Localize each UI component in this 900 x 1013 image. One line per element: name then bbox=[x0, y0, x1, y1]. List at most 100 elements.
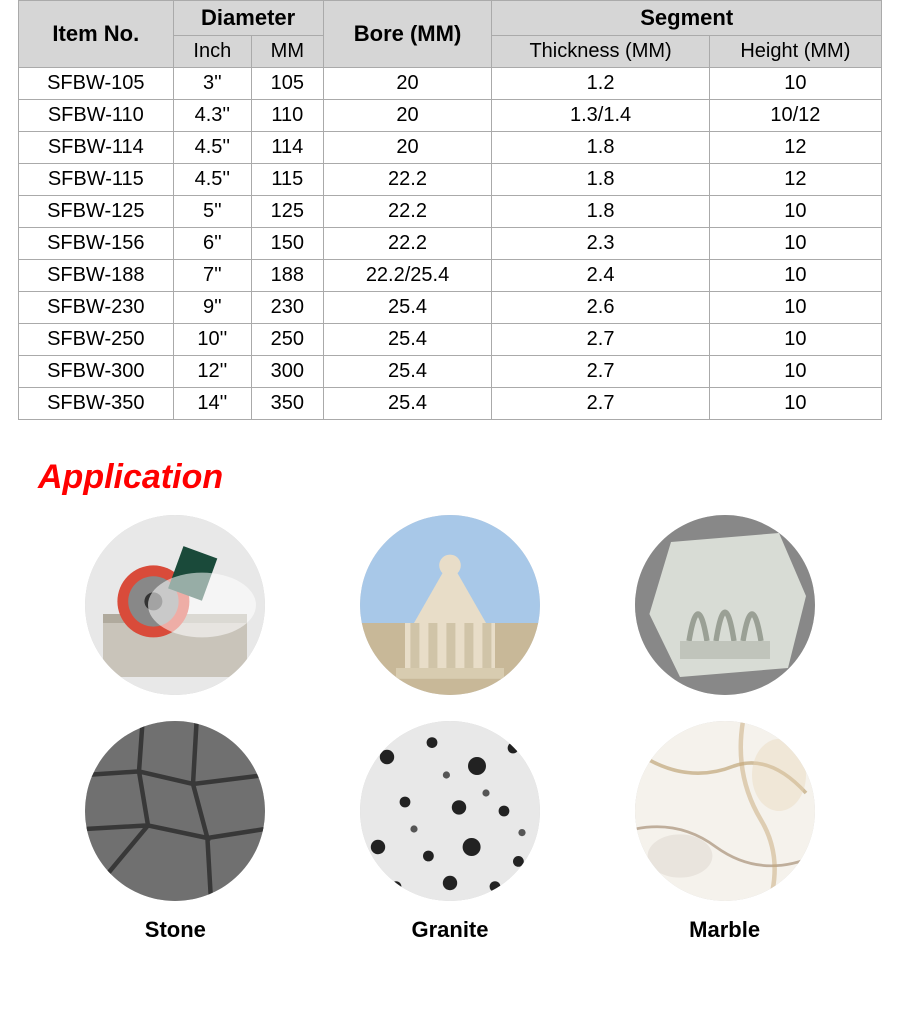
app-col-stone: Stone bbox=[85, 515, 265, 943]
cell-mm: 150 bbox=[252, 228, 324, 260]
cell-height: 12 bbox=[709, 164, 881, 196]
cell-bore: 22.2 bbox=[323, 228, 492, 260]
cell-item: SFBW-350 bbox=[19, 388, 174, 420]
app-label-granite: Granite bbox=[411, 917, 488, 943]
cell-bore: 25.4 bbox=[323, 292, 492, 324]
table-row: SFBW-25010''25025.42.710 bbox=[19, 324, 882, 356]
th-segment-thickness: Thickness (MM) bbox=[492, 36, 709, 68]
application-title: Application bbox=[38, 458, 882, 497]
cell-item: SFBW-250 bbox=[19, 324, 174, 356]
app-label-stone: Stone bbox=[145, 917, 206, 943]
th-diameter: Diameter bbox=[173, 1, 323, 36]
cell-bore: 22.2 bbox=[323, 164, 492, 196]
cell-thick: 2.7 bbox=[492, 356, 709, 388]
table-row: SFBW-1154.5''11522.21.812 bbox=[19, 164, 882, 196]
cell-inch: 4.5'' bbox=[173, 132, 251, 164]
cell-height: 10 bbox=[709, 68, 881, 100]
cell-inch: 14'' bbox=[173, 388, 251, 420]
table-row: SFBW-1255''12522.21.810 bbox=[19, 196, 882, 228]
cell-bore: 22.2/25.4 bbox=[323, 260, 492, 292]
cell-inch: 3'' bbox=[173, 68, 251, 100]
cell-item: SFBW-300 bbox=[19, 356, 174, 388]
cell-mm: 300 bbox=[252, 356, 324, 388]
th-bore: Bore (MM) bbox=[323, 1, 492, 68]
cell-inch: 7'' bbox=[173, 260, 251, 292]
table-row: SFBW-1144.5''114201.812 bbox=[19, 132, 882, 164]
application-grid: Stone bbox=[18, 515, 882, 943]
cell-thick: 1.3/1.4 bbox=[492, 100, 709, 132]
cell-mm: 350 bbox=[252, 388, 324, 420]
cell-bore: 25.4 bbox=[323, 388, 492, 420]
cell-item: SFBW-188 bbox=[19, 260, 174, 292]
cell-bore: 20 bbox=[323, 132, 492, 164]
spec-table: Item No. Diameter Bore (MM) Segment Inch… bbox=[18, 0, 882, 420]
cell-thick: 2.7 bbox=[492, 324, 709, 356]
cell-inch: 5'' bbox=[173, 196, 251, 228]
cell-item: SFBW-156 bbox=[19, 228, 174, 260]
table-row: SFBW-2309''23025.42.610 bbox=[19, 292, 882, 324]
cell-bore: 25.4 bbox=[323, 324, 492, 356]
cell-thick: 2.4 bbox=[492, 260, 709, 292]
cell-height: 10 bbox=[709, 388, 881, 420]
cell-height: 10/12 bbox=[709, 100, 881, 132]
cell-height: 10 bbox=[709, 260, 881, 292]
cell-inch: 12'' bbox=[173, 356, 251, 388]
cell-item: SFBW-110 bbox=[19, 100, 174, 132]
cell-mm: 110 bbox=[252, 100, 324, 132]
cell-bore: 22.2 bbox=[323, 196, 492, 228]
cell-bore: 20 bbox=[323, 100, 492, 132]
cell-mm: 125 bbox=[252, 196, 324, 228]
table-row: SFBW-30012''30025.42.710 bbox=[19, 356, 882, 388]
cell-mm: 115 bbox=[252, 164, 324, 196]
cell-height: 10 bbox=[709, 228, 881, 260]
table-row: SFBW-1566''15022.22.310 bbox=[19, 228, 882, 260]
cell-height: 10 bbox=[709, 196, 881, 228]
stone-texture-icon bbox=[85, 721, 265, 901]
th-segment-height: Height (MM) bbox=[709, 36, 881, 68]
th-item-no: Item No. bbox=[19, 1, 174, 68]
table-row: SFBW-35014''35025.42.710 bbox=[19, 388, 882, 420]
cell-mm: 114 bbox=[252, 132, 324, 164]
cell-mm: 105 bbox=[252, 68, 324, 100]
cell-thick: 1.2 bbox=[492, 68, 709, 100]
cell-inch: 4.5'' bbox=[173, 164, 251, 196]
cell-height: 10 bbox=[709, 356, 881, 388]
table-row: SFBW-1053''105201.210 bbox=[19, 68, 882, 100]
marble-carving-icon bbox=[635, 515, 815, 695]
cell-thick: 2.3 bbox=[492, 228, 709, 260]
cell-item: SFBW-114 bbox=[19, 132, 174, 164]
cell-height: 10 bbox=[709, 292, 881, 324]
granite-texture-icon bbox=[360, 721, 540, 901]
th-diameter-inch: Inch bbox=[173, 36, 251, 68]
cell-inch: 4.3'' bbox=[173, 100, 251, 132]
cell-bore: 20 bbox=[323, 68, 492, 100]
th-segment: Segment bbox=[492, 1, 882, 36]
cell-item: SFBW-125 bbox=[19, 196, 174, 228]
table-row: SFBW-1887''18822.2/25.42.410 bbox=[19, 260, 882, 292]
granite-building-icon bbox=[360, 515, 540, 695]
cell-thick: 2.7 bbox=[492, 388, 709, 420]
cell-inch: 9'' bbox=[173, 292, 251, 324]
cell-item: SFBW-115 bbox=[19, 164, 174, 196]
cell-thick: 1.8 bbox=[492, 132, 709, 164]
table-row: SFBW-1104.3''110201.3/1.410/12 bbox=[19, 100, 882, 132]
app-col-marble: Marble bbox=[635, 515, 815, 943]
cell-thick: 1.8 bbox=[492, 196, 709, 228]
stone-cutting-icon bbox=[85, 515, 265, 695]
cell-inch: 6'' bbox=[173, 228, 251, 260]
cell-thick: 1.8 bbox=[492, 164, 709, 196]
cell-mm: 250 bbox=[252, 324, 324, 356]
cell-inch: 10'' bbox=[173, 324, 251, 356]
cell-item: SFBW-105 bbox=[19, 68, 174, 100]
th-diameter-mm: MM bbox=[252, 36, 324, 68]
marble-texture-icon bbox=[635, 721, 815, 901]
cell-mm: 188 bbox=[252, 260, 324, 292]
cell-bore: 25.4 bbox=[323, 356, 492, 388]
cell-item: SFBW-230 bbox=[19, 292, 174, 324]
cell-thick: 2.6 bbox=[492, 292, 709, 324]
cell-height: 10 bbox=[709, 324, 881, 356]
cell-height: 12 bbox=[709, 132, 881, 164]
cell-mm: 230 bbox=[252, 292, 324, 324]
app-col-granite: Granite bbox=[360, 515, 540, 943]
app-label-marble: Marble bbox=[689, 917, 760, 943]
